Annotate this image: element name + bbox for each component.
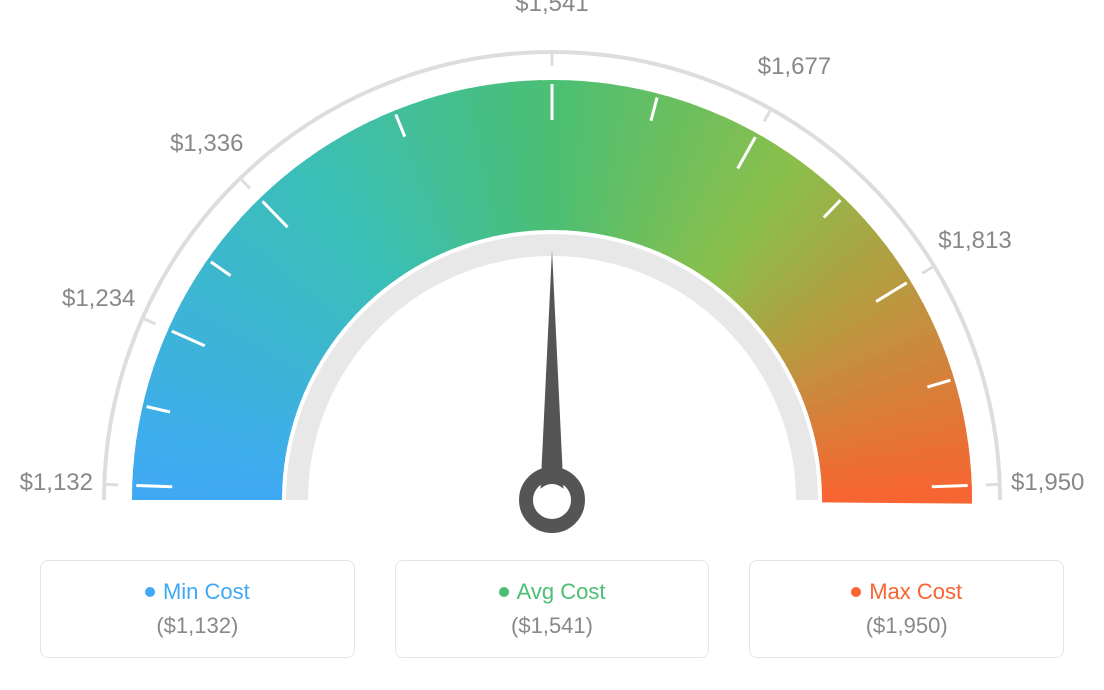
legend-value-min: ($1,132) (51, 613, 344, 639)
legend-value-avg: ($1,541) (406, 613, 699, 639)
legend-card-avg: Avg Cost ($1,541) (395, 560, 710, 658)
legend-title-avg: Avg Cost (406, 579, 699, 605)
gauge-tick-label: $1,132 (20, 469, 93, 497)
gauge-tick-label: $1,541 (515, 0, 588, 18)
legend-dot-icon (851, 587, 861, 597)
legend-title-min: Min Cost (51, 579, 344, 605)
gauge-tick-label: $1,950 (1011, 469, 1084, 497)
gauge-svg (0, 0, 1104, 540)
gauge-tick-label: $1,677 (758, 53, 831, 81)
legend-label: Avg Cost (517, 579, 606, 605)
legend-dot-icon (145, 587, 155, 597)
legend-dot-icon (499, 587, 509, 597)
legend-label: Max Cost (869, 579, 962, 605)
legend-row: Min Cost ($1,132) Avg Cost ($1,541) Max … (0, 560, 1104, 658)
legend-value-max: ($1,950) (760, 613, 1053, 639)
legend-card-max: Max Cost ($1,950) (749, 560, 1064, 658)
legend-title-max: Max Cost (760, 579, 1053, 605)
legend-label: Min Cost (163, 579, 250, 605)
gauge-chart: $1,132 $1,234 $1,336 $1,541 $1,677 $1,813 $1,9… (0, 0, 1104, 540)
legend-card-min: Min Cost ($1,132) (40, 560, 355, 658)
gauge-tick-label: $1,234 (62, 285, 135, 313)
gauge-tick-label: $1,336 (170, 130, 243, 158)
gauge-tick-label: $1,813 (938, 227, 1011, 255)
